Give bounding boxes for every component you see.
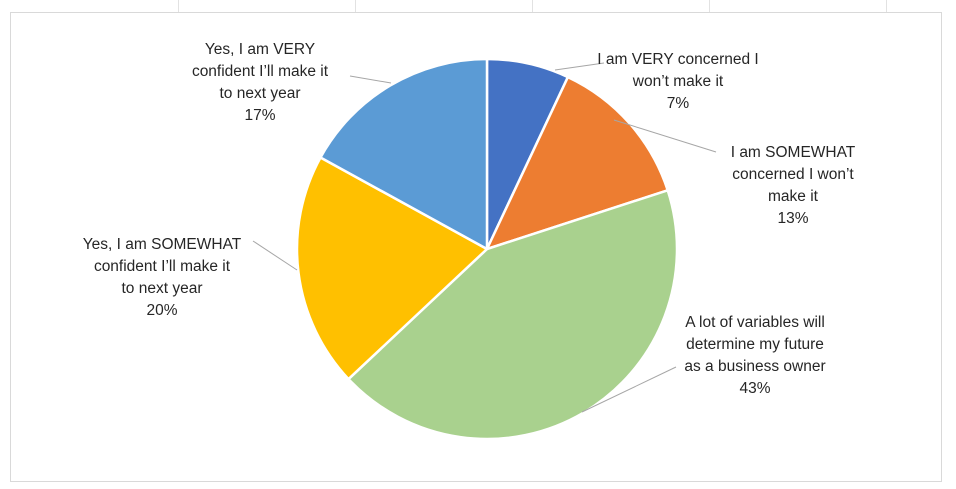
pie-slice-3 — [295, 156, 489, 381]
slice-label-line: confident I’ll make it — [192, 63, 329, 80]
sheet-gridline — [709, 0, 710, 14]
leader-lines — [252, 62, 717, 413]
slice-label-line: to next year — [122, 280, 203, 297]
slice-label-line: make it — [768, 188, 819, 205]
leader-line-3 — [252, 240, 298, 271]
slice-percent: 20% — [146, 302, 177, 319]
slice-label-line: as a business owner — [684, 358, 825, 375]
slice-label-line: I am SOMEWHAT — [731, 144, 856, 161]
pie-slice-1 — [485, 75, 669, 251]
slice-label-2: A lot of variables will determine my futu… — [684, 314, 825, 397]
slice-label-4: Yes, I am VERY confident I’ll make it to n… — [192, 41, 329, 124]
sheet-gridline — [886, 0, 887, 14]
sheet-gridline — [178, 0, 179, 14]
slice-label-line: Yes, I am VERY — [205, 41, 315, 58]
slice-label-line: concerned I won’t — [732, 166, 854, 183]
pie-slice-4 — [319, 57, 489, 251]
slice-label-3: Yes, I am SOMEWHAT confident I’ll make it… — [83, 236, 242, 319]
sheet-gridline — [532, 0, 533, 14]
slice-label-line: I am VERY concerned I — [597, 51, 758, 68]
slice-label-line: determine my future — [686, 336, 824, 353]
slice-percent: 13% — [777, 210, 808, 227]
slice-percent: 7% — [667, 95, 690, 112]
slice-label-line: to next year — [220, 85, 301, 102]
slice-label-line: Yes, I am SOMEWHAT — [83, 236, 242, 253]
leader-line-2 — [581, 366, 677, 413]
slice-label-line: confident I’ll make it — [94, 258, 231, 275]
slice-label-1: I am SOMEWHAT concerned I won’t make it 13% — [731, 144, 856, 227]
leader-line-0 — [554, 62, 605, 71]
slice-percent: 17% — [244, 107, 275, 124]
slice-label-0: I am VERY concerned I won’t make it 7% — [597, 51, 758, 112]
leader-line-1 — [613, 119, 717, 153]
pie-slice-2 — [347, 189, 679, 441]
slice-label-line: A lot of variables will — [685, 314, 825, 331]
sheet-gridline — [355, 0, 356, 14]
slice-percent: 43% — [739, 380, 770, 397]
pie-slices — [295, 57, 679, 441]
slice-label-line: won’t make it — [632, 73, 724, 90]
leader-line-4 — [349, 75, 392, 84]
